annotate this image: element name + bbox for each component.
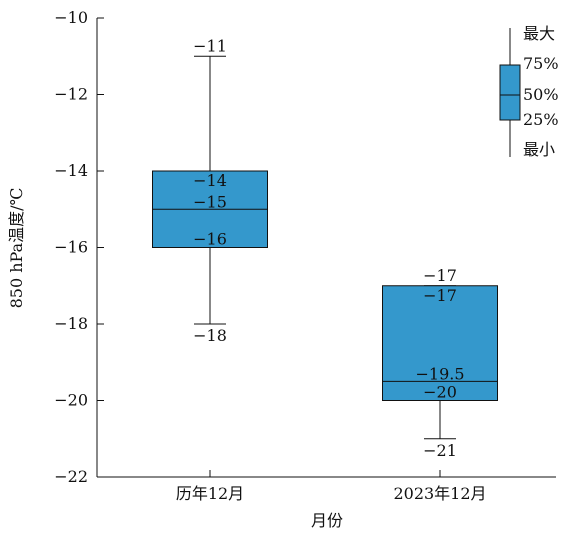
legend: 最大 75% 50% 25% 最小 — [499, 24, 559, 159]
x-tick-label: 历年12月 — [176, 484, 244, 503]
median-label: −15 — [193, 192, 227, 211]
boxes: −11 −14 −15 −16 −18 −17−17 −19.5−20 −21 — [152, 36, 498, 460]
legend-label: 25% — [523, 110, 559, 129]
y-axis: −10 −12 −14 −16 −18 −20 −22 — [54, 8, 104, 486]
y-tick-label: −14 — [54, 161, 88, 180]
box-2: −17−17 −19.5−20 −21 — [382, 266, 498, 460]
legend-label: 最小 — [523, 140, 555, 159]
min-label: −21 — [423, 441, 457, 460]
max-label: −11 — [193, 36, 227, 55]
legend-label: 75% — [523, 54, 559, 73]
q1-label: −16 — [193, 230, 227, 249]
y-tick-label: −12 — [54, 85, 88, 104]
y-tick-label: −20 — [54, 391, 88, 410]
x-axis: 历年12月 2023年12月 — [176, 470, 487, 503]
x-tick-label: 2023年12月 — [393, 484, 486, 503]
y-axis-title: 850 hPa温度/℃ — [7, 188, 26, 309]
legend-label: 50% — [523, 85, 559, 104]
y-tick-label: −16 — [54, 238, 88, 257]
legend-box — [499, 64, 521, 121]
max-label: −17 — [423, 266, 457, 285]
q3-label: −17 — [423, 286, 457, 305]
q1-label: −20 — [423, 383, 457, 402]
y-tick-label: −22 — [54, 467, 88, 486]
min-label: −18 — [193, 326, 227, 345]
y-tick-label: −10 — [54, 8, 88, 27]
q3-label: −14 — [193, 171, 227, 190]
box-1: −11 −14 −15 −16 −18 — [152, 36, 268, 345]
x-axis-title: 月份 — [311, 511, 343, 530]
y-tick-label: −18 — [54, 314, 88, 333]
median-label: −19.5 — [415, 364, 464, 383]
legend-label: 最大 — [523, 24, 555, 43]
